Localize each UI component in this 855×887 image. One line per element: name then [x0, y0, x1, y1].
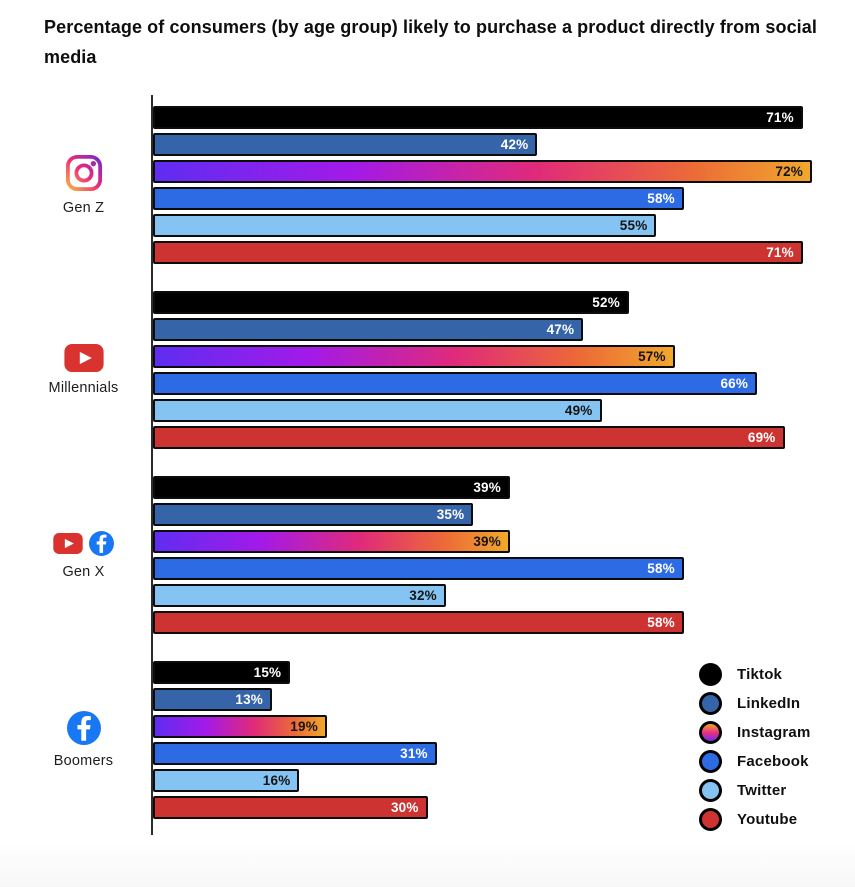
- age-group-name: Gen X: [62, 563, 105, 580]
- legend-item-twitter: Twitter: [699, 778, 811, 802]
- age-group-row: Millennials 52% 47% 57% 66% 49% 69%: [0, 291, 812, 449]
- legend-item-youtube: Youtube: [699, 807, 811, 831]
- legend-item-instagram: Instagram: [699, 720, 811, 744]
- bar-linkedin: 13%: [153, 688, 272, 711]
- bar-value-label: 30%: [390, 800, 419, 815]
- bar-value-label: 13%: [235, 692, 263, 707]
- bar-value-label: 32%: [409, 588, 437, 603]
- bar-linkedin: 35%: [153, 503, 474, 526]
- age-group-name: Boomers: [53, 753, 114, 769]
- bar-twitter: 49%: [153, 399, 602, 422]
- age-group-label: Boomers: [0, 711, 153, 769]
- legend-swatch-youtube: [699, 807, 722, 831]
- bar-youtube: 71%: [153, 241, 803, 264]
- bar-value-label: 58%: [647, 561, 675, 576]
- bar-value-label: 66%: [720, 376, 749, 391]
- bar-facebook: 58%: [153, 187, 684, 210]
- bar-youtube: 30%: [153, 796, 428, 819]
- age-group-label: Gen Z: [0, 154, 153, 216]
- age-group-label: Millennials: [0, 344, 153, 396]
- bar-value-label: 47%: [546, 322, 575, 337]
- bar-value-label: 58%: [647, 615, 675, 630]
- legend-label: Facebook: [737, 752, 809, 770]
- legend-swatch-instagram: [699, 720, 722, 744]
- facebook-icon: [89, 530, 114, 556]
- chart-legend: Tiktok LinkedIn Instagram Facebook Twitter Yo…: [699, 662, 811, 831]
- bar-value-label: 72%: [775, 164, 803, 179]
- age-group-row: Boomers 15% 13% 19% 31% 16% 30%: [0, 661, 812, 819]
- legend-swatch-twitter: [699, 778, 722, 802]
- legend-swatch-tiktok: [699, 662, 722, 686]
- y-axis-line: [151, 95, 153, 835]
- age-group-bars: 52% 47% 57% 66% 49% 69%: [153, 291, 812, 449]
- youtube-icon: [63, 344, 104, 372]
- bar-instagram: 19%: [153, 715, 327, 738]
- bar-value-label: 35%: [436, 507, 465, 522]
- youtube-icon: [53, 532, 83, 554]
- age-group-bars: 15% 13% 19% 31% 16% 30%: [153, 661, 812, 819]
- bar-linkedin: 42%: [153, 133, 538, 156]
- bar-value-label: 15%: [253, 665, 282, 680]
- bar-value-label: 42%: [500, 137, 529, 152]
- age-group-icons: [63, 344, 104, 372]
- age-group-icons: [53, 530, 114, 556]
- bar-instagram: 72%: [153, 160, 812, 183]
- bar-value-label: 52%: [592, 295, 620, 310]
- bar-instagram: 57%: [153, 345, 675, 368]
- instagram-icon: [65, 154, 102, 192]
- legend-item-linkedin: LinkedIn: [699, 691, 811, 715]
- bar-tiktok: 39%: [153, 476, 510, 499]
- bar-value-label: 71%: [766, 245, 794, 260]
- bar-value-label: 69%: [747, 430, 776, 445]
- age-group-icons: [65, 154, 103, 192]
- legend-swatch-linkedin: [699, 691, 722, 715]
- bar-linkedin: 47%: [153, 318, 584, 341]
- bar-value-label: 55%: [619, 218, 648, 233]
- bar-value-label: 16%: [262, 773, 291, 788]
- bar-instagram: 39%: [153, 530, 510, 553]
- bar-facebook: 58%: [153, 557, 684, 580]
- bar-tiktok: 52%: [153, 291, 629, 314]
- legend-label: Instagram: [737, 723, 811, 741]
- bar-tiktok: 71%: [153, 106, 803, 129]
- age-group-bars: 39% 35% 39% 58% 32% 58%: [153, 476, 812, 634]
- bar-value-label: 31%: [400, 746, 428, 761]
- facebook-icon: [66, 711, 101, 745]
- bar-youtube: 69%: [153, 426, 785, 449]
- bar-twitter: 32%: [153, 584, 446, 607]
- bar-value-label: 39%: [473, 480, 501, 495]
- legend-label: Youtube: [737, 810, 798, 828]
- chart-title: Percentage of consumers (by age group) l…: [44, 17, 817, 67]
- bar-value-label: 71%: [766, 110, 794, 125]
- legend-label: Twitter: [737, 781, 787, 799]
- age-group-name: Millennials: [48, 380, 119, 396]
- legend-item-tiktok: Tiktok: [699, 662, 811, 686]
- bar-value-label: 49%: [564, 403, 593, 418]
- bar-chart: Gen Z 71% 42% 72% 58% 55% 71% Millennials 52% 47…: [0, 106, 812, 846]
- bar-twitter: 55%: [153, 214, 657, 237]
- age-group-row: Gen Z 71% 42% 72% 58% 55% 71%: [0, 106, 812, 264]
- legend-swatch-facebook: [699, 749, 722, 773]
- bar-value-label: 39%: [473, 534, 501, 549]
- bar-value-label: 19%: [290, 719, 318, 734]
- age-group-row: Gen X 39% 35% 39% 58% 32% 58%: [0, 476, 812, 634]
- bar-tiktok: 15%: [153, 661, 291, 684]
- bar-youtube: 58%: [153, 611, 684, 634]
- bar-value-label: 57%: [638, 349, 666, 364]
- bar-facebook: 31%: [153, 742, 437, 765]
- age-group-name: Gen Z: [62, 200, 105, 216]
- bar-facebook: 66%: [153, 372, 758, 395]
- age-group-icons: [66, 711, 101, 745]
- legend-label: LinkedIn: [737, 694, 801, 712]
- age-group-bars: 71% 42% 72% 58% 55% 71%: [153, 106, 812, 264]
- bar-twitter: 16%: [153, 769, 300, 792]
- legend-item-facebook: Facebook: [699, 749, 811, 773]
- bar-value-label: 58%: [647, 191, 675, 206]
- age-group-label: Gen X: [0, 530, 153, 580]
- legend-label: Tiktok: [737, 665, 783, 683]
